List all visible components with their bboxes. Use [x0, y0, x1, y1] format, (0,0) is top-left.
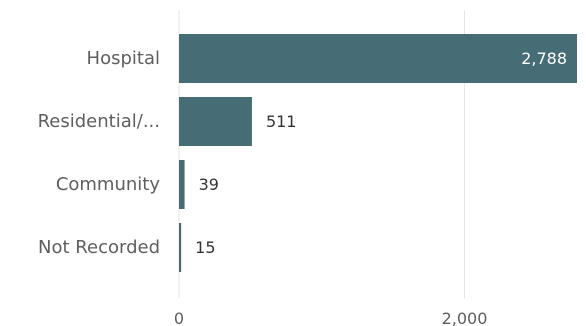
data-label-3: 15 — [195, 238, 215, 257]
bar-0 — [179, 34, 577, 83]
data-label-0: 2,788 — [521, 49, 567, 68]
category-label-0: Hospital — [87, 48, 160, 69]
category-label-3: Not Recorded — [38, 237, 160, 258]
value-axis: 0 2,000 — [174, 309, 488, 326]
bar-3 — [179, 223, 182, 272]
x-tick-label-1: 2,000 — [442, 309, 488, 326]
category-label-2: Community — [56, 174, 161, 195]
x-tick-label-0: 0 — [174, 309, 184, 326]
bars — [179, 34, 577, 272]
data-labels: 2,788 511 39 15 — [195, 49, 567, 257]
data-label-1: 511 — [266, 112, 297, 131]
data-label-2: 39 — [199, 175, 219, 194]
category-axis: Hospital Residential/... Community Not Reco… — [38, 48, 161, 258]
bar-2 — [179, 160, 185, 209]
bar-1 — [179, 97, 252, 146]
category-label-1: Residential/... — [38, 111, 160, 132]
